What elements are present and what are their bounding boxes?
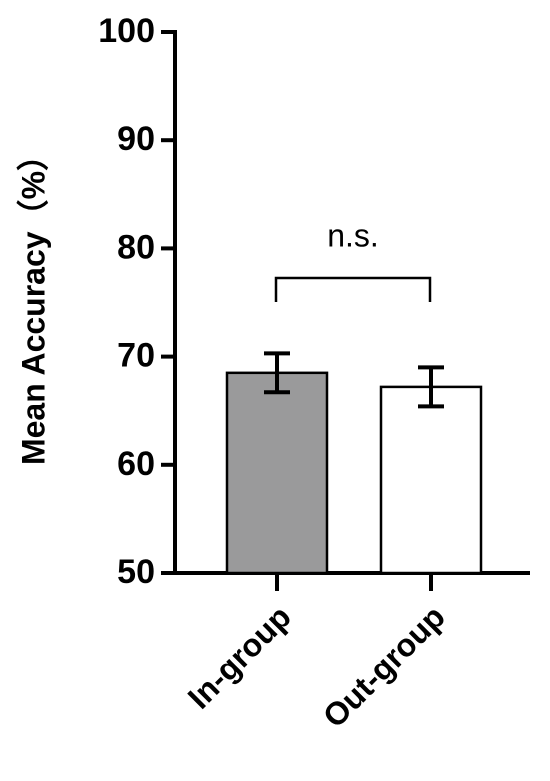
x-tick-label: Out-group <box>316 598 452 734</box>
x-tick-label: In-group <box>181 598 298 715</box>
y-tick-label: 80 <box>117 228 155 266</box>
y-tick-label: 90 <box>117 120 155 158</box>
y-tick-label: 50 <box>117 553 155 591</box>
significance-bracket <box>274 276 432 302</box>
y-tick-label: 100 <box>98 12 155 50</box>
y-axis-label: Mean Accuracy（%） <box>15 139 51 465</box>
error-bar <box>264 351 290 395</box>
error-bar <box>418 365 444 409</box>
bar <box>379 385 483 575</box>
y-tick-label: 70 <box>117 337 155 375</box>
y-tick-label: 60 <box>117 445 155 483</box>
annotation: n.s. <box>327 217 379 253</box>
bar <box>225 371 329 575</box>
